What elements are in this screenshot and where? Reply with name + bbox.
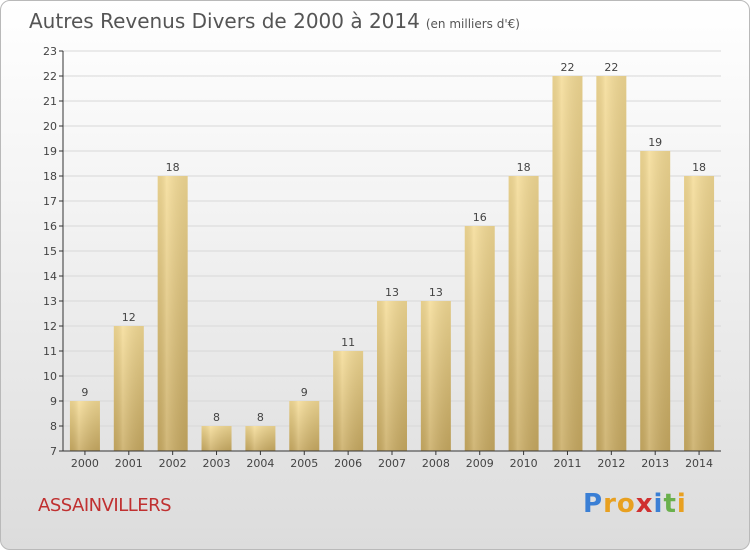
bars — [69, 76, 715, 451]
x-tick-label: 2005 — [290, 457, 318, 470]
data-label: 16 — [473, 211, 487, 224]
data-label: 18 — [166, 161, 180, 174]
x-tick-label: 2008 — [422, 457, 450, 470]
bar-shade — [684, 176, 715, 451]
location-name: ASSAINVILLERS — [38, 495, 172, 516]
bar-shade — [157, 176, 188, 451]
y-tick-label: 23 — [43, 45, 57, 58]
x-tick-label: 2002 — [159, 457, 187, 470]
bar-shade — [552, 76, 583, 451]
labels: 7 8 9 10 11 12 13 14 15 16 17 18 19 20 21 22 23 9 2000 12 20… — [43, 45, 713, 470]
chart-title-text: Autres Revenus Divers de 2000 à 2014 — [29, 9, 420, 33]
bar-shade — [464, 226, 495, 451]
data-label: 11 — [341, 336, 355, 349]
x-tick-label: 2013 — [641, 457, 669, 470]
axes — [59, 50, 721, 455]
data-label: 12 — [122, 311, 136, 324]
chart-unit: (en milliers d'€) — [425, 17, 520, 31]
data-label: 8 — [257, 411, 264, 424]
data-label: 19 — [648, 136, 662, 149]
y-tick-label: 13 — [43, 295, 57, 308]
data-label: 18 — [517, 161, 531, 174]
x-tick-label: 2011 — [553, 457, 581, 470]
x-tick-label: 2009 — [466, 457, 494, 470]
x-tick-label: 2010 — [510, 457, 538, 470]
y-tick-label: 18 — [43, 170, 57, 183]
bar-shade — [377, 301, 407, 451]
y-tick-label: 7 — [50, 445, 57, 458]
y-tick-label: 20 — [43, 120, 57, 133]
x-tick-label: 2007 — [378, 457, 406, 470]
logo-letter: P — [583, 489, 604, 519]
bar-shade — [640, 151, 671, 451]
y-tick-label: 12 — [43, 320, 57, 333]
logo-letter: i — [653, 489, 664, 519]
bar-shade — [245, 426, 276, 451]
x-tick-label: 2006 — [334, 457, 362, 470]
data-label: 22 — [604, 61, 618, 74]
bar-shade — [333, 351, 364, 451]
y-tick-label: 9 — [50, 395, 57, 408]
y-tick-label: 22 — [43, 70, 57, 83]
logo-letter: r — [603, 489, 617, 519]
chart-title: Autres Revenus Divers de 2000 à 2014 (en … — [29, 9, 520, 33]
y-tick-label: 11 — [43, 345, 57, 358]
logo-letter: i — [676, 489, 687, 519]
y-tick-label: 14 — [43, 270, 57, 283]
y-tick-label: 15 — [43, 245, 57, 258]
x-tick-label: 2012 — [597, 457, 625, 470]
data-label: 18 — [692, 161, 706, 174]
y-tick-label: 19 — [43, 145, 57, 158]
logo-letter: o — [616, 489, 636, 519]
y-tick-label: 16 — [43, 220, 57, 233]
data-label: 13 — [385, 286, 399, 299]
data-label: 9 — [81, 386, 88, 399]
bar-shade — [289, 401, 320, 451]
logo-letter: t — [663, 489, 677, 519]
bar-shade — [113, 326, 144, 451]
logo-letter: x — [635, 489, 654, 519]
bar-shade — [596, 76, 627, 451]
x-tick-label: 2003 — [203, 457, 231, 470]
data-label: 8 — [213, 411, 220, 424]
x-tick-label: 2000 — [71, 457, 99, 470]
bar-shade — [420, 301, 451, 451]
bar-shade — [201, 426, 232, 451]
bar-shade — [508, 176, 539, 451]
y-tick-label: 21 — [43, 95, 57, 108]
data-label: 22 — [560, 61, 574, 74]
data-label: 9 — [301, 386, 308, 399]
y-tick-label: 10 — [43, 370, 57, 383]
x-tick-label: 2014 — [685, 457, 713, 470]
bar-shade — [69, 401, 100, 451]
x-tick-label: 2001 — [115, 457, 143, 470]
data-label: 13 — [429, 286, 443, 299]
proxiti-logo[interactable]: Proxiti — [583, 489, 687, 519]
x-tick-label: 2004 — [246, 457, 274, 470]
y-tick-label: 8 — [50, 420, 57, 433]
y-tick-label: 17 — [43, 195, 57, 208]
